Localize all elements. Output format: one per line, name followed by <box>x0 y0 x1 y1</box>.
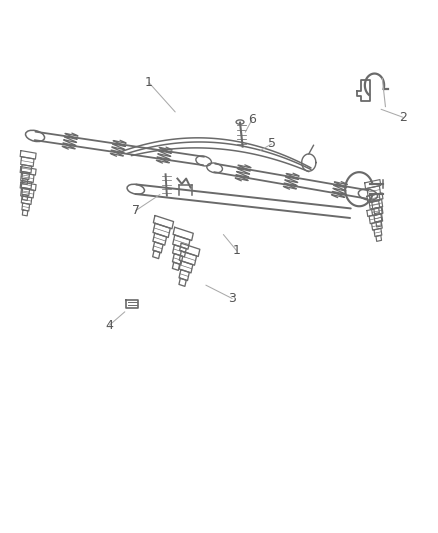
Text: 7: 7 <box>132 204 140 217</box>
Text: 2: 2 <box>399 111 407 124</box>
Text: 4: 4 <box>106 319 113 332</box>
Text: 3: 3 <box>228 292 236 305</box>
Text: 1: 1 <box>233 244 240 257</box>
Text: 1: 1 <box>145 76 153 89</box>
Text: 6: 6 <box>248 114 256 126</box>
Text: 5: 5 <box>268 138 276 150</box>
